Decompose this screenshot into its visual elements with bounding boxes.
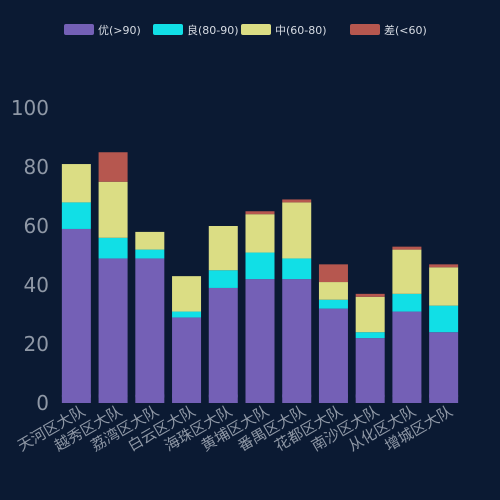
bar-base-mask [354, 403, 386, 409]
legend-swatch [153, 24, 183, 35]
bar-segment[interactable] [318, 282, 348, 300]
bar-segment[interactable] [98, 237, 128, 259]
bar-segment[interactable] [172, 276, 202, 312]
legend-label: 优(>90) [98, 24, 141, 37]
bar-segment[interactable] [392, 293, 422, 312]
bar-base-cap [318, 389, 348, 403]
bar-segment[interactable] [135, 249, 165, 259]
bar-segment[interactable] [282, 279, 312, 403]
bar-segment[interactable] [208, 287, 238, 403]
bar-base-cap [135, 389, 165, 403]
bar-base-mask [60, 403, 92, 409]
bar-segment[interactable] [355, 293, 385, 297]
bar-segment[interactable] [282, 202, 312, 259]
bar-segment[interactable] [392, 246, 422, 250]
bar-segment[interactable] [392, 249, 422, 294]
bar-segment[interactable] [208, 226, 238, 271]
bar-segment[interactable] [98, 181, 128, 238]
bar-base-mask [281, 403, 313, 409]
bar-segment[interactable] [318, 299, 348, 309]
bar-base-mask [244, 403, 276, 409]
bar-base-cap [282, 389, 312, 403]
legend-item[interactable]: 中(60-80) [241, 24, 327, 37]
bar-segment[interactable] [282, 199, 312, 203]
bar-base-mask [207, 403, 239, 409]
bar-segment[interactable] [245, 279, 275, 403]
bar-segment[interactable] [172, 311, 202, 318]
legend-label: 良(80-90) [187, 23, 239, 37]
bar-segment[interactable] [355, 332, 385, 339]
bar-segment[interactable] [429, 305, 459, 333]
legend-item[interactable]: 优(>90) [64, 24, 141, 37]
bar-segment[interactable] [282, 258, 312, 280]
legend-swatch [241, 24, 271, 35]
y-tick-label: 20 [24, 332, 49, 356]
y-tick-label: 40 [24, 273, 49, 297]
bar-segment[interactable] [355, 296, 385, 333]
bar-base-mask [171, 403, 203, 409]
bar-segment[interactable] [98, 258, 128, 403]
bar-base-cap [172, 389, 202, 403]
y-tick-label: 60 [24, 214, 49, 238]
bar-base-mask [391, 403, 423, 409]
bar-segment[interactable] [318, 308, 348, 403]
bar-base-cap [355, 389, 385, 403]
bar-base-cap [98, 389, 128, 403]
bar-segment[interactable] [429, 267, 459, 306]
bar-base-cap [208, 389, 238, 403]
bar-segment[interactable] [172, 317, 202, 403]
bar-segment[interactable] [98, 152, 128, 182]
legend-label: 中(60-80) [275, 24, 327, 37]
legend-item[interactable]: 差(<60) [350, 23, 427, 37]
bar-base-mask [428, 403, 460, 409]
bar-base-mask [97, 403, 129, 409]
legend-swatch [350, 24, 380, 35]
bar-segment[interactable] [135, 258, 165, 403]
bar-base-cap [392, 389, 422, 403]
bar-base-cap [245, 389, 275, 403]
bar-segment[interactable] [392, 311, 422, 403]
legend-label: 差(<60) [384, 23, 427, 37]
bar-segment[interactable] [61, 164, 91, 203]
y-tick-label: 80 [24, 155, 49, 179]
bar-segment[interactable] [61, 202, 91, 229]
bar-segment[interactable] [135, 231, 165, 250]
bar-base-mask [134, 403, 166, 409]
legend-item[interactable]: 良(80-90) [153, 23, 239, 37]
y-tick-label: 100 [11, 96, 49, 120]
bar-segment[interactable] [429, 264, 459, 268]
bar-segment[interactable] [245, 214, 275, 253]
y-tick-label: 0 [36, 391, 49, 415]
bar-base-mask [317, 403, 349, 409]
bar-base-cap [61, 389, 91, 403]
bar-segment[interactable] [318, 264, 348, 283]
bar-segment[interactable] [208, 270, 238, 288]
bar-segment[interactable] [245, 252, 275, 280]
bar-segment[interactable] [245, 211, 275, 215]
bar-base-cap [429, 389, 459, 403]
legend-swatch [64, 24, 94, 35]
bar-segment[interactable] [61, 228, 91, 403]
